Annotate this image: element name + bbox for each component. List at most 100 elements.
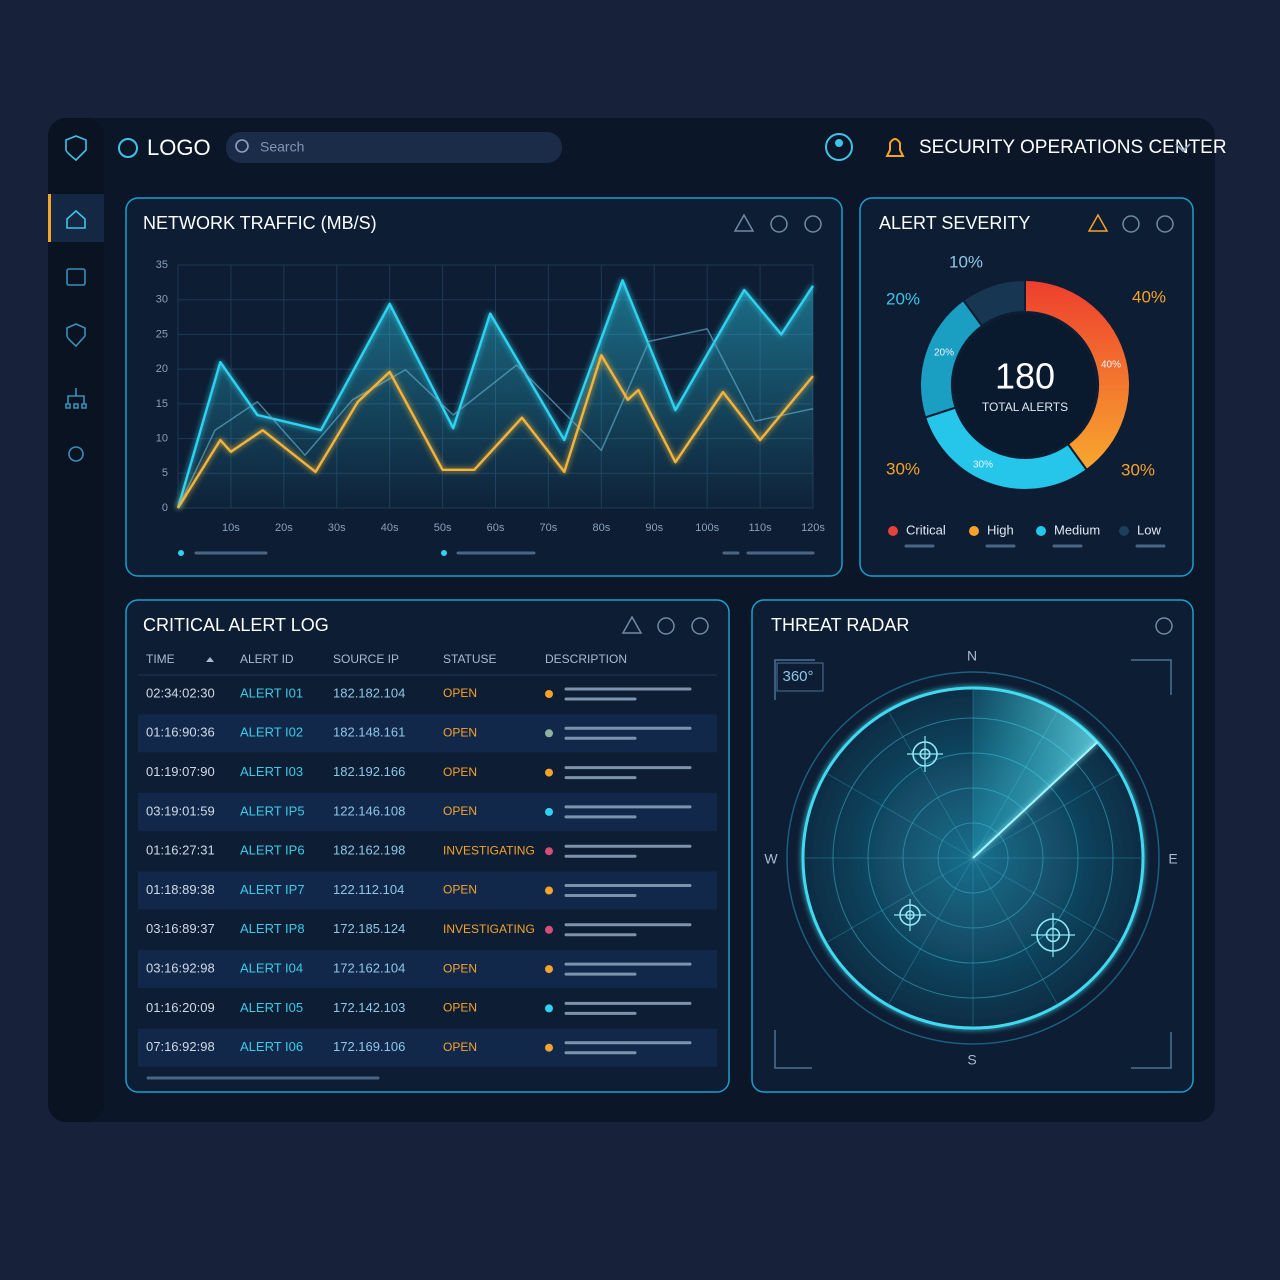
row-highlight: [138, 1028, 717, 1067]
footer-dot: [441, 550, 447, 556]
y-tick-label: 20: [156, 363, 168, 375]
severity-inner-label: 20%: [934, 348, 954, 359]
legend-label: High: [987, 522, 1014, 537]
severity-inner-label: 30%: [973, 460, 993, 471]
cell-status: OPEN: [443, 961, 477, 975]
compass-n: N: [967, 648, 977, 664]
header-title: SECURITY OPERATIONS CENTER: [919, 137, 1227, 158]
sidebar: [48, 118, 104, 1122]
sort-caret: [206, 657, 214, 662]
cell-id: ALERT I01: [240, 685, 303, 700]
panel-icon[interactable]: [804, 215, 822, 233]
status-dot: [545, 1004, 553, 1013]
cell-status: OPEN: [443, 765, 477, 779]
radar-spoke: [825, 857, 974, 944]
cell-time: 01:16:20:09: [146, 1000, 215, 1015]
cell-ip: 172.142.103: [333, 1000, 405, 1015]
compass-w: W: [764, 851, 778, 867]
log-title: CRITICAL ALERT LOG: [143, 615, 329, 635]
warn-icon[interactable]: [1087, 213, 1109, 232]
cell-time: 02:34:02:30: [146, 685, 215, 700]
radar-title: THREAT RADAR: [771, 615, 909, 635]
traffic-line: [177, 328, 814, 509]
warn-icon[interactable]: [733, 213, 755, 232]
status-dot: [545, 925, 553, 934]
radar-spoke: [887, 857, 974, 1006]
panel-icon[interactable]: [770, 215, 788, 233]
severity-segment: [1024, 278, 1131, 472]
settings-icon[interactable]: [68, 446, 84, 462]
panel-icons: [621, 213, 1174, 635]
compass-s: S: [967, 1052, 976, 1068]
panel-icon[interactable]: [1156, 215, 1174, 233]
panel-icon[interactable]: [1155, 617, 1173, 635]
cell-ip: 182.148.161: [333, 725, 405, 740]
radar-spoke: [972, 857, 1121, 944]
cell-time: 01:16:27:31: [146, 843, 215, 858]
cell-ip: 182.192.166: [333, 764, 405, 779]
severity-segment: [961, 278, 1026, 328]
radar-sweep: [973, 688, 1098, 858]
legend-label: Medium: [1054, 522, 1100, 537]
user-icon[interactable]: [825, 133, 853, 161]
x-tick-label: 70s: [540, 522, 558, 534]
cell-id: ALERT I02: [240, 725, 303, 740]
cell-ip: 172.185.124: [333, 921, 405, 936]
radar-spoke: [972, 772, 1121, 859]
cell-id: ALERT IP7: [240, 882, 305, 897]
traffic-line: [176, 279, 815, 509]
home-icon[interactable]: [66, 209, 86, 229]
network-icon[interactable]: [65, 388, 87, 409]
target-cross: [894, 899, 926, 931]
cell-ip: 172.169.106: [333, 1039, 405, 1054]
cell-id: ALERT I03: [240, 764, 303, 779]
y-tick-label: 0: [162, 502, 168, 514]
bell-icon[interactable]: [885, 138, 905, 157]
panel-icon[interactable]: [1122, 215, 1140, 233]
legend-swatch: [1119, 526, 1129, 536]
total-label: TOTAL ALERTS: [982, 400, 1068, 414]
cell-status: OPEN: [443, 804, 477, 818]
x-tick-label: 90s: [645, 522, 663, 534]
cell-id: ALERT IP6: [240, 843, 305, 858]
warn-icon[interactable]: [621, 615, 643, 634]
user-head: [835, 139, 843, 147]
cell-id: ALERT IP5: [240, 803, 305, 818]
radar-spoke: [825, 772, 974, 859]
chart-footer: [146, 550, 815, 1080]
column-header: SOURCE IP: [333, 652, 399, 666]
x-tick-label: 30s: [328, 522, 346, 534]
search-icon: [235, 139, 249, 153]
cell-status: INVESTIGATING: [443, 922, 535, 936]
legend-swatch: [888, 526, 898, 536]
search-placeholder: Search: [260, 139, 304, 155]
severity-label: 40%: [1132, 287, 1166, 306]
cell-status: INVESTIGATING: [443, 843, 535, 857]
cell-ip: 122.146.108: [333, 803, 405, 818]
row-highlight: [138, 950, 717, 989]
x-tick-label: 110s: [749, 522, 773, 534]
column-header: ALERT ID: [240, 652, 294, 666]
y-tick-label: 10: [156, 432, 168, 444]
search-box[interactable]: [226, 132, 562, 163]
y-tick-label: 5: [162, 467, 168, 479]
panel-icon[interactable]: [691, 617, 709, 635]
status-dot: [545, 965, 553, 974]
status-dot: [545, 886, 553, 895]
row-highlight: [138, 871, 717, 910]
log-icon[interactable]: [66, 268, 86, 286]
x-tick-label: 20s: [275, 522, 293, 534]
cell-status: OPEN: [443, 883, 477, 897]
cell-ip: 182.162.198: [333, 843, 405, 858]
chevron[interactable]: [1175, 143, 1191, 153]
status-dot: [545, 847, 553, 856]
donut-center: [954, 314, 1096, 456]
compass-e: E: [1168, 851, 1177, 867]
panel-icon[interactable]: [657, 617, 675, 635]
traffic-title: NETWORK TRAFFIC (MB/S): [143, 213, 377, 233]
shield-icon: [65, 135, 87, 162]
target-cross: [907, 736, 943, 772]
shield-nav-icon[interactable]: [66, 323, 86, 348]
column-header: TIME: [146, 652, 175, 666]
